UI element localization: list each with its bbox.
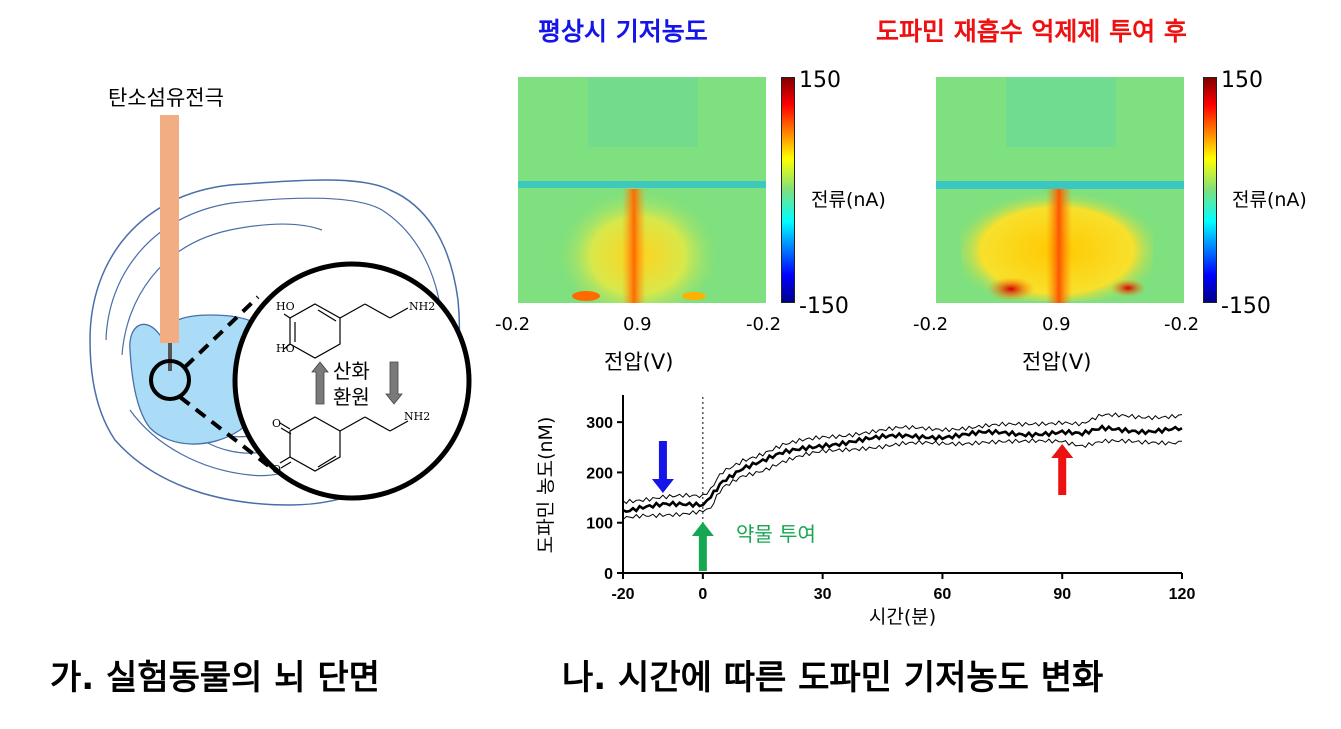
quinone-molecule: O O bbox=[272, 416, 409, 476]
mol-top-ho1: HO bbox=[276, 300, 295, 313]
baseline-arrow-icon bbox=[651, 441, 674, 493]
carbon-fiber-electrode bbox=[160, 115, 179, 343]
electrode-tip bbox=[168, 343, 172, 371]
electrode-label: 탄소섬유전극 bbox=[108, 86, 224, 110]
zoom-line-top bbox=[183, 295, 260, 369]
voltage-label-right: 전압(V) bbox=[1022, 350, 1092, 374]
colorbar-left bbox=[781, 77, 795, 303]
series-mean-line bbox=[622, 424, 1183, 513]
voltage-label-left: 전압(V) bbox=[604, 350, 674, 374]
colorbar-left-max: 150 bbox=[799, 68, 841, 93]
svg-text:O: O bbox=[272, 463, 281, 476]
voltage-tick-left-2: 0.9 bbox=[623, 314, 652, 335]
colorbar-left-label: 전류(nA) bbox=[811, 189, 886, 211]
colorbar-right-min: -150 bbox=[1221, 294, 1271, 319]
y-tick-label: 0 bbox=[604, 566, 613, 583]
y-axis-label: 도파민 농도(nM) bbox=[535, 417, 557, 554]
cortex-inner-line-2 bbox=[121, 223, 323, 356]
heatmap-left-title: 평상시 기저농도 bbox=[538, 17, 708, 46]
heatmap-after-drug bbox=[936, 77, 1184, 303]
x-tick-label: 60 bbox=[934, 586, 952, 603]
colorbar-left-min: -150 bbox=[799, 294, 849, 319]
y-tick-label: 100 bbox=[586, 516, 613, 533]
mol-top-nh2: NH2 bbox=[409, 300, 436, 313]
voltage-tick-left-1: -0.2 bbox=[495, 314, 531, 335]
magnifier-source-circle bbox=[149, 359, 191, 401]
colorbar-right bbox=[1203, 77, 1217, 303]
colorbar-right-label: 전류(nA) bbox=[1232, 189, 1307, 211]
oxidation-arrow-icon bbox=[311, 361, 329, 405]
voltage-tick-right-2: 0.9 bbox=[1042, 314, 1071, 335]
magnifier-circle bbox=[232, 261, 472, 501]
panel-a-caption: 가. 실험동물의 뇌 단면 bbox=[50, 658, 380, 698]
x-tick-label: 120 bbox=[1169, 586, 1196, 603]
x-tick-label: 90 bbox=[1053, 586, 1071, 603]
voltage-tick-right-1: -0.2 bbox=[913, 314, 949, 335]
reduction-arrow-icon bbox=[385, 361, 403, 405]
oxidation-label: 산화 bbox=[333, 359, 370, 383]
dopamine-timecourse-chart: 0 100 200 300 -20 0 30 60 90 120 시간(분) 도파민 농도(nM) bbox=[535, 395, 1196, 628]
x-tick-label: 0 bbox=[698, 586, 707, 603]
colorbar-right-max: 150 bbox=[1221, 68, 1263, 93]
series-error-band-line bbox=[622, 438, 1183, 521]
svg-text:O: O bbox=[272, 417, 281, 430]
drug-label: 약물 투여 bbox=[736, 522, 816, 546]
after-drug-arrow-icon bbox=[1051, 444, 1074, 495]
mol-bottom-nh2: NH2 bbox=[404, 410, 431, 423]
x-tick-label: -20 bbox=[611, 586, 634, 603]
voltage-tick-right-3: -0.2 bbox=[1164, 314, 1200, 335]
heatmap-right-title: 도파민 재흡수 억제제 투여 후 bbox=[876, 17, 1187, 46]
dopamine-molecule bbox=[283, 303, 409, 359]
drug-arrow-icon bbox=[691, 522, 714, 571]
y-tick-label: 300 bbox=[586, 415, 613, 432]
mol-top-ho2: HO bbox=[276, 342, 295, 355]
panel-b-caption: 나. 시간에 따른 도파민 기저농도 변화 bbox=[562, 658, 1104, 698]
voltage-tick-left-3: -0.2 bbox=[746, 314, 782, 335]
y-tick-label: 200 bbox=[586, 465, 613, 482]
redox-arrows bbox=[311, 361, 403, 405]
series-error-band-line bbox=[622, 412, 1183, 505]
cortex-inner-line bbox=[105, 197, 441, 341]
heatmap-baseline bbox=[518, 77, 766, 303]
x-tick-label: 30 bbox=[814, 586, 832, 603]
reduction-label: 환원 bbox=[333, 385, 370, 409]
x-axis-label: 시간(분) bbox=[869, 606, 936, 628]
magnifier bbox=[149, 261, 472, 501]
